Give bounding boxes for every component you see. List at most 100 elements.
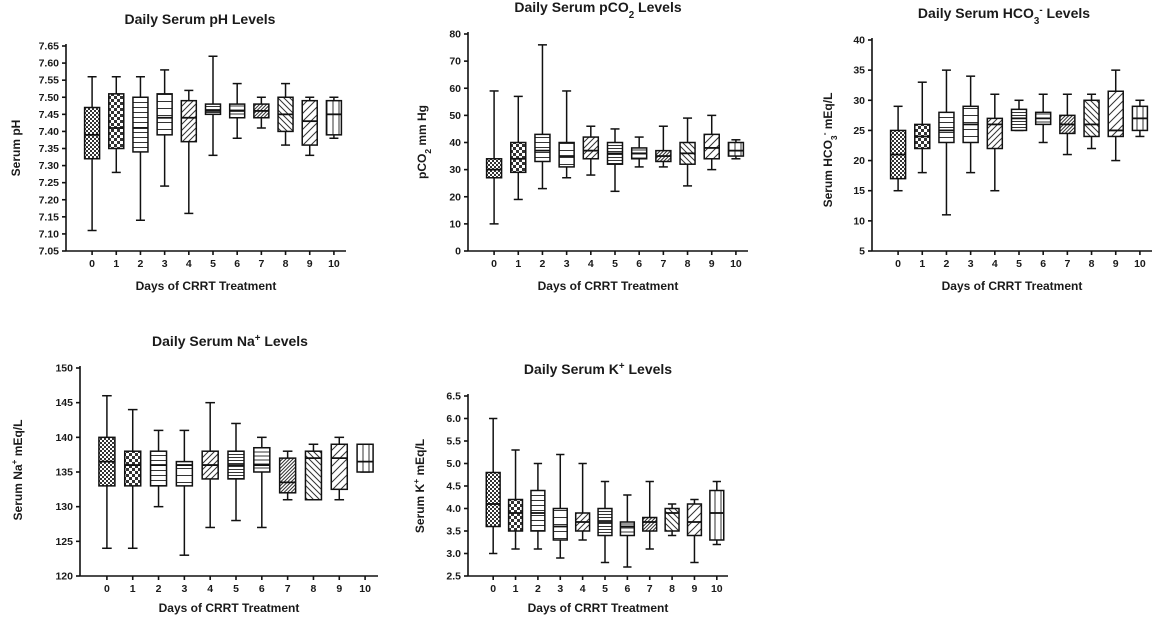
box-day-3 [175, 429, 194, 556]
x-tick-label: 4 [186, 258, 192, 270]
chart-ph-svg: Daily Serum pH Levels 7.05 7.10 7.15 7.20 7.2… [9, 11, 346, 293]
x-tick-label: 0 [89, 258, 95, 270]
box-iqr [703, 133, 720, 160]
box-day-3 [558, 90, 575, 179]
box-iqr [619, 521, 636, 537]
box-day-2 [938, 69, 955, 216]
chart-title: Daily Serum HCO3- Levels [918, 5, 1090, 27]
box-iqr [108, 93, 125, 150]
y-tick-label: 70 [449, 56, 461, 68]
y-tick-label: 5.5 [446, 436, 461, 448]
y-tick-label: 35 [853, 65, 865, 77]
x-tick-label: 3 [181, 583, 187, 595]
box-iqr [938, 111, 955, 144]
x-tick-label: 3 [557, 583, 563, 595]
box-day-10 [325, 96, 343, 139]
y-tick-label: 20 [449, 191, 461, 203]
box-day-9 [1107, 69, 1124, 162]
x-tick-label: 0 [490, 583, 496, 595]
x-tick-label: 1 [919, 258, 925, 270]
box-day-9 [301, 96, 318, 157]
x-tick-label: 8 [685, 258, 691, 270]
chart-title: Daily Serum K+ Levels [524, 361, 672, 378]
y-tick-label: 50 [449, 110, 461, 122]
box-iqr [510, 141, 527, 174]
x-tick-label: 1 [515, 258, 521, 270]
x-tick-label: 1 [113, 258, 119, 270]
y-tick-label: 4.5 [446, 481, 461, 493]
box-day-8 [1083, 93, 1100, 150]
x-tick-label: 5 [602, 583, 608, 595]
x-tick-label: 7 [660, 258, 666, 270]
x-tick-label: 7 [1064, 258, 1070, 270]
y-axis-label: Serum pH [9, 120, 23, 177]
box-iqr [83, 106, 101, 160]
y-tick-label: 7.45 [39, 109, 60, 121]
box-day-1 [123, 408, 142, 550]
box-day-2 [530, 462, 546, 550]
x-tick-label: 10 [359, 583, 371, 595]
x-tick-label: 6 [624, 583, 630, 595]
x-tick-label: 8 [311, 583, 317, 595]
box-day-3 [156, 69, 173, 187]
box-iqr [1107, 90, 1124, 138]
y-tick-label: 20 [853, 155, 865, 167]
y-axis-label: Serum K+ mEq/L [411, 439, 427, 533]
y-tick-label: 40 [853, 35, 865, 47]
y-axis-label: Serum Na+ mEq/L [9, 420, 25, 521]
x-tick-label: 5 [233, 583, 239, 595]
box-day-1 [507, 449, 524, 550]
box-iqr [175, 460, 194, 487]
box-day-3 [962, 75, 979, 174]
y-tick-label: 80 [449, 29, 461, 41]
y-tick-label: 7.15 [39, 211, 60, 223]
x-tick-label: 9 [1113, 258, 1119, 270]
y-tick-label: 7.10 [39, 228, 60, 240]
box-iqr [132, 96, 149, 153]
x-tick-label: 10 [1134, 258, 1146, 270]
x-tick-label: 5 [612, 258, 618, 270]
box-day-6 [630, 136, 648, 168]
box-iqr [727, 141, 745, 157]
box-day-9 [703, 114, 720, 171]
y-tick-label: 150 [55, 363, 73, 375]
y-tick-label: 25 [853, 125, 865, 137]
chart-hco3-svg: Daily Serum HCO3- Levels5101520253035400… [819, 5, 1152, 293]
x-tick-label: 6 [234, 258, 240, 270]
x-axis-label: Days of CRRT Treatment [942, 279, 1083, 293]
box-day-0 [83, 76, 101, 232]
chart-k-svg: Daily Serum K+ Levels 2.5 3.0 3.5 4.0 4.5 5.0 5… [411, 361, 728, 615]
box-day-6 [253, 436, 271, 529]
chart-title: Daily Serum Na+ Levels [152, 333, 308, 350]
box-day-2 [132, 76, 149, 221]
y-tick-label: 7.50 [39, 92, 60, 104]
x-tick-label: 0 [895, 258, 901, 270]
y-tick-label: 7.65 [39, 41, 60, 53]
y-tick-label: 145 [55, 397, 73, 409]
chart-title: Daily Serum pH Levels [125, 11, 276, 27]
chart-na-svg: Daily Serum Na+ Levels120125130135140145… [9, 333, 378, 615]
x-axis-label: Days of CRRT Treatment [136, 279, 277, 293]
box-iqr [582, 136, 600, 160]
box-day-2 [149, 429, 168, 508]
y-tick-label: 7.55 [39, 75, 60, 87]
box-iqr [686, 503, 703, 537]
chart-na: Daily Serum Na+ Levels 120 125 130 135 140 145… [0, 318, 400, 621]
box-day-6 [1034, 93, 1052, 144]
y-tick-label: 4.0 [446, 503, 461, 515]
box-iqr [325, 99, 343, 136]
box-iqr [304, 450, 323, 501]
x-tick-label: 10 [328, 258, 340, 270]
box-day-2 [534, 44, 551, 190]
y-tick-label: 120 [55, 571, 73, 583]
box-day-8 [664, 503, 680, 537]
box-day-6 [228, 82, 246, 139]
y-tick-label: 7.40 [39, 126, 60, 138]
x-tick-label: 9 [709, 258, 715, 270]
box-day-0 [889, 105, 907, 192]
chart-k: Daily Serum K+ Levels 2.5 3.0 3.5 4.0 4.5 5.0 5… [400, 318, 784, 621]
x-tick-label: 9 [692, 583, 698, 595]
box-iqr [330, 443, 349, 491]
box-day-10 [727, 139, 745, 160]
x-tick-label: 6 [636, 258, 642, 270]
